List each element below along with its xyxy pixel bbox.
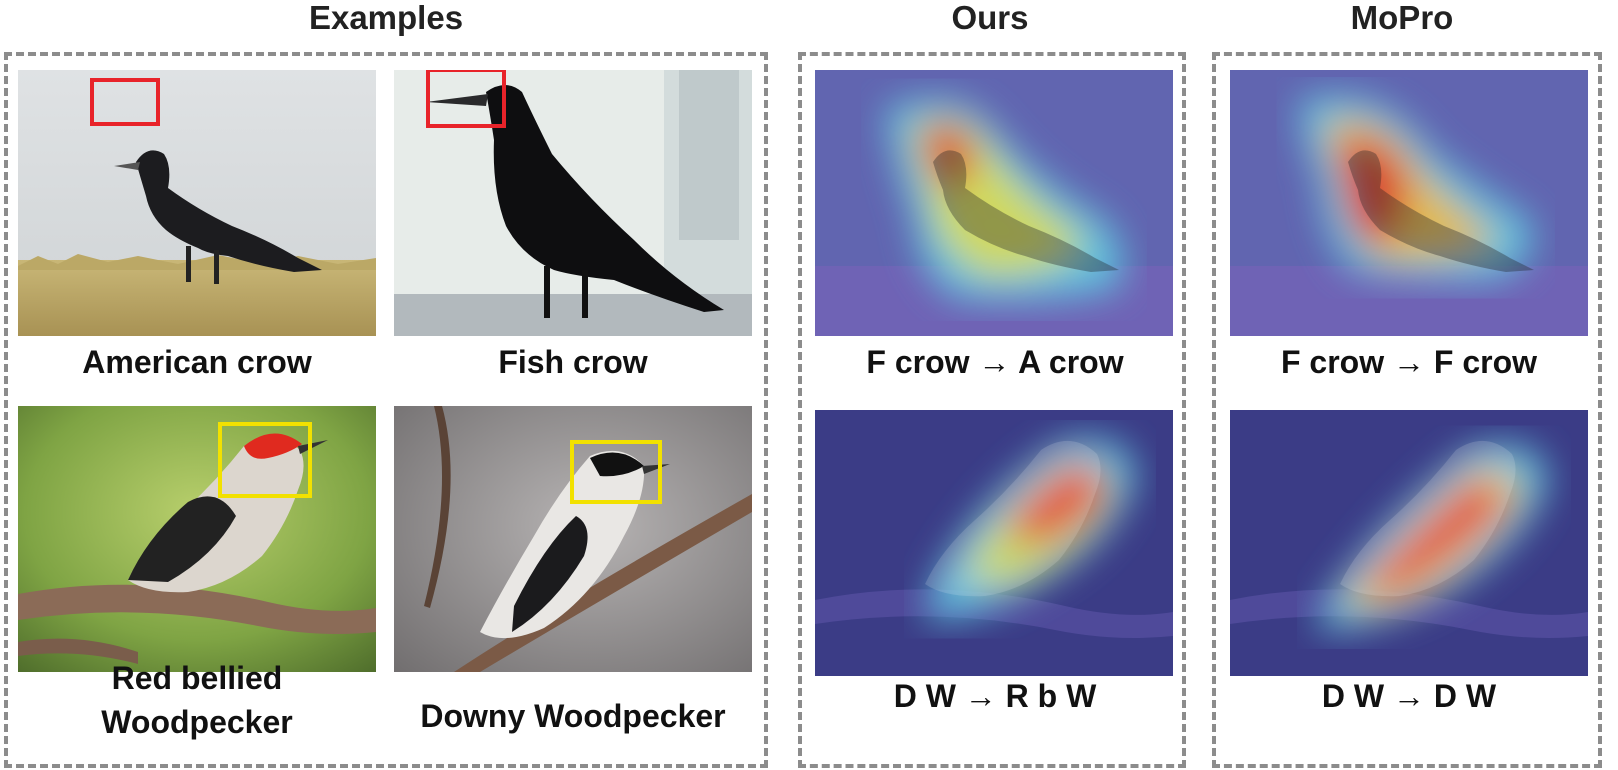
red-bellied-woodpecker-caption: Red bellied Woodpecker	[18, 656, 376, 744]
examples-panel	[4, 52, 768, 768]
mopro-panel	[1212, 52, 1602, 768]
ours-heading: Ours	[951, 0, 1029, 36]
downy-woodpecker-caption: Downy Woodpecker	[420, 698, 726, 734]
ours-crow-caption: F crow → A crow	[866, 344, 1124, 380]
american-crow-image	[18, 70, 376, 336]
ours-panel	[798, 52, 1186, 768]
ours-woodpecker-caption: D W → R b W	[893, 678, 1097, 714]
examples-heading: Examples	[308, 0, 464, 36]
red-bellied-woodpecker-image	[18, 406, 376, 672]
fish-crow-caption: Fish crow	[498, 344, 648, 380]
mopro-heading: MoPro	[1350, 0, 1454, 36]
red-bellied-caption-line1: Red bellied	[111, 660, 283, 696]
mopro-crow-caption: F crow → F crow	[1280, 344, 1538, 380]
mopro-woodpecker-caption: D W → D W	[1321, 678, 1497, 714]
american-crow-caption: American crow	[82, 344, 312, 380]
mopro-crow-heatmap	[1230, 70, 1588, 336]
ours-woodpecker-heatmap	[815, 410, 1173, 676]
fish-crow-image	[394, 70, 752, 336]
red-bellied-caption-line2: Woodpecker	[101, 704, 293, 740]
downy-woodpecker-image	[394, 406, 752, 672]
mopro-woodpecker-heatmap	[1230, 410, 1588, 676]
ours-crow-heatmap	[815, 70, 1173, 336]
